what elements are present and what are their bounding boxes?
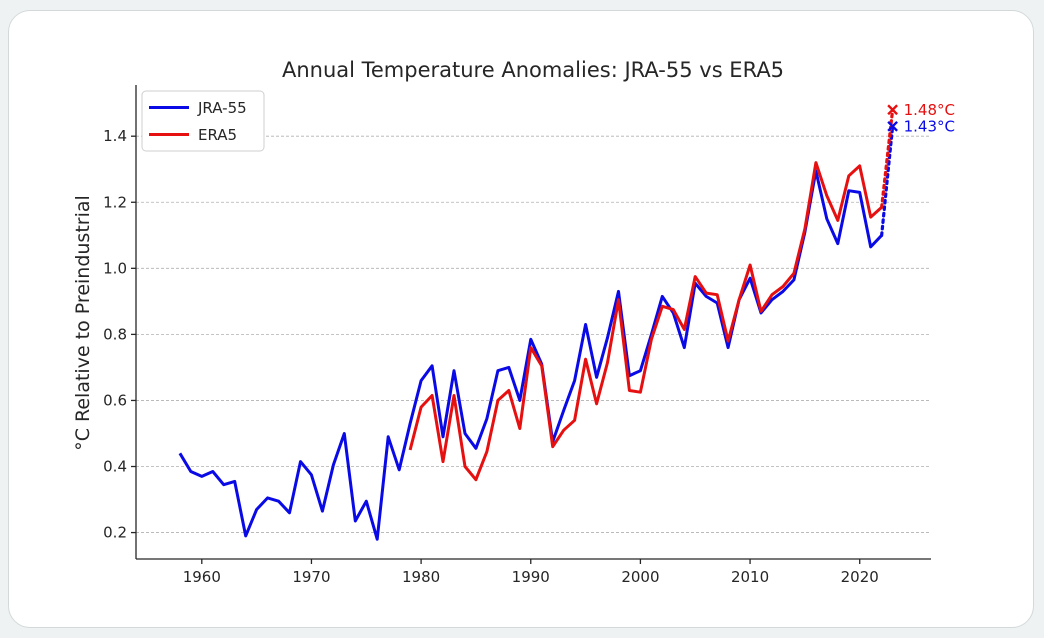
axes: 0.2 0.4 0.6 0.8 1.0 1.2 1.4 1960 1970 1980 1990 200… <box>103 85 931 586</box>
legend: JRA-55 ERA5 <box>141 90 265 152</box>
series-line-era5 <box>408 161 883 482</box>
y-tick-label: 1.0 <box>103 259 127 277</box>
annotation-label-jra55: 1.43°C <box>904 117 955 135</box>
x-tick-label: 1990 <box>512 568 550 586</box>
series-line-jra55 <box>178 169 883 541</box>
y-tick-label: 0.8 <box>103 325 127 343</box>
x-tick-label: 2000 <box>621 568 659 586</box>
y-axis-label: °C Relative to Preindustrial <box>72 195 94 451</box>
chart-title: Annual Temperature Anomalies: JRA-55 vs … <box>282 58 784 82</box>
annotation-label-era5: 1.48°C <box>904 101 955 119</box>
x-tick-label: 1960 <box>183 568 221 586</box>
x-tick-label: 1970 <box>292 568 330 586</box>
x-tick-label: 2020 <box>841 568 879 586</box>
annotations: 1.43°C1.48°C <box>887 101 955 135</box>
gridlines <box>136 135 931 533</box>
y-tick-label: 0.2 <box>103 524 127 542</box>
y-tick-label: 1.2 <box>103 193 127 211</box>
legend-label-era5: ERA5 <box>198 126 237 144</box>
projection-line-jra55 <box>880 124 895 237</box>
legend-label-jra55: JRA-55 <box>197 99 247 117</box>
y-tick-label: 0.4 <box>103 458 127 476</box>
y-tick-label: 1.4 <box>103 127 127 145</box>
series-lines <box>178 108 895 541</box>
projection-marker-jra55 <box>887 120 898 132</box>
x-tick-label: 2010 <box>731 568 769 586</box>
y-tick-label: 0.6 <box>103 391 127 409</box>
x-tick-label: 1980 <box>402 568 440 586</box>
projection-marker-era5 <box>887 104 898 116</box>
